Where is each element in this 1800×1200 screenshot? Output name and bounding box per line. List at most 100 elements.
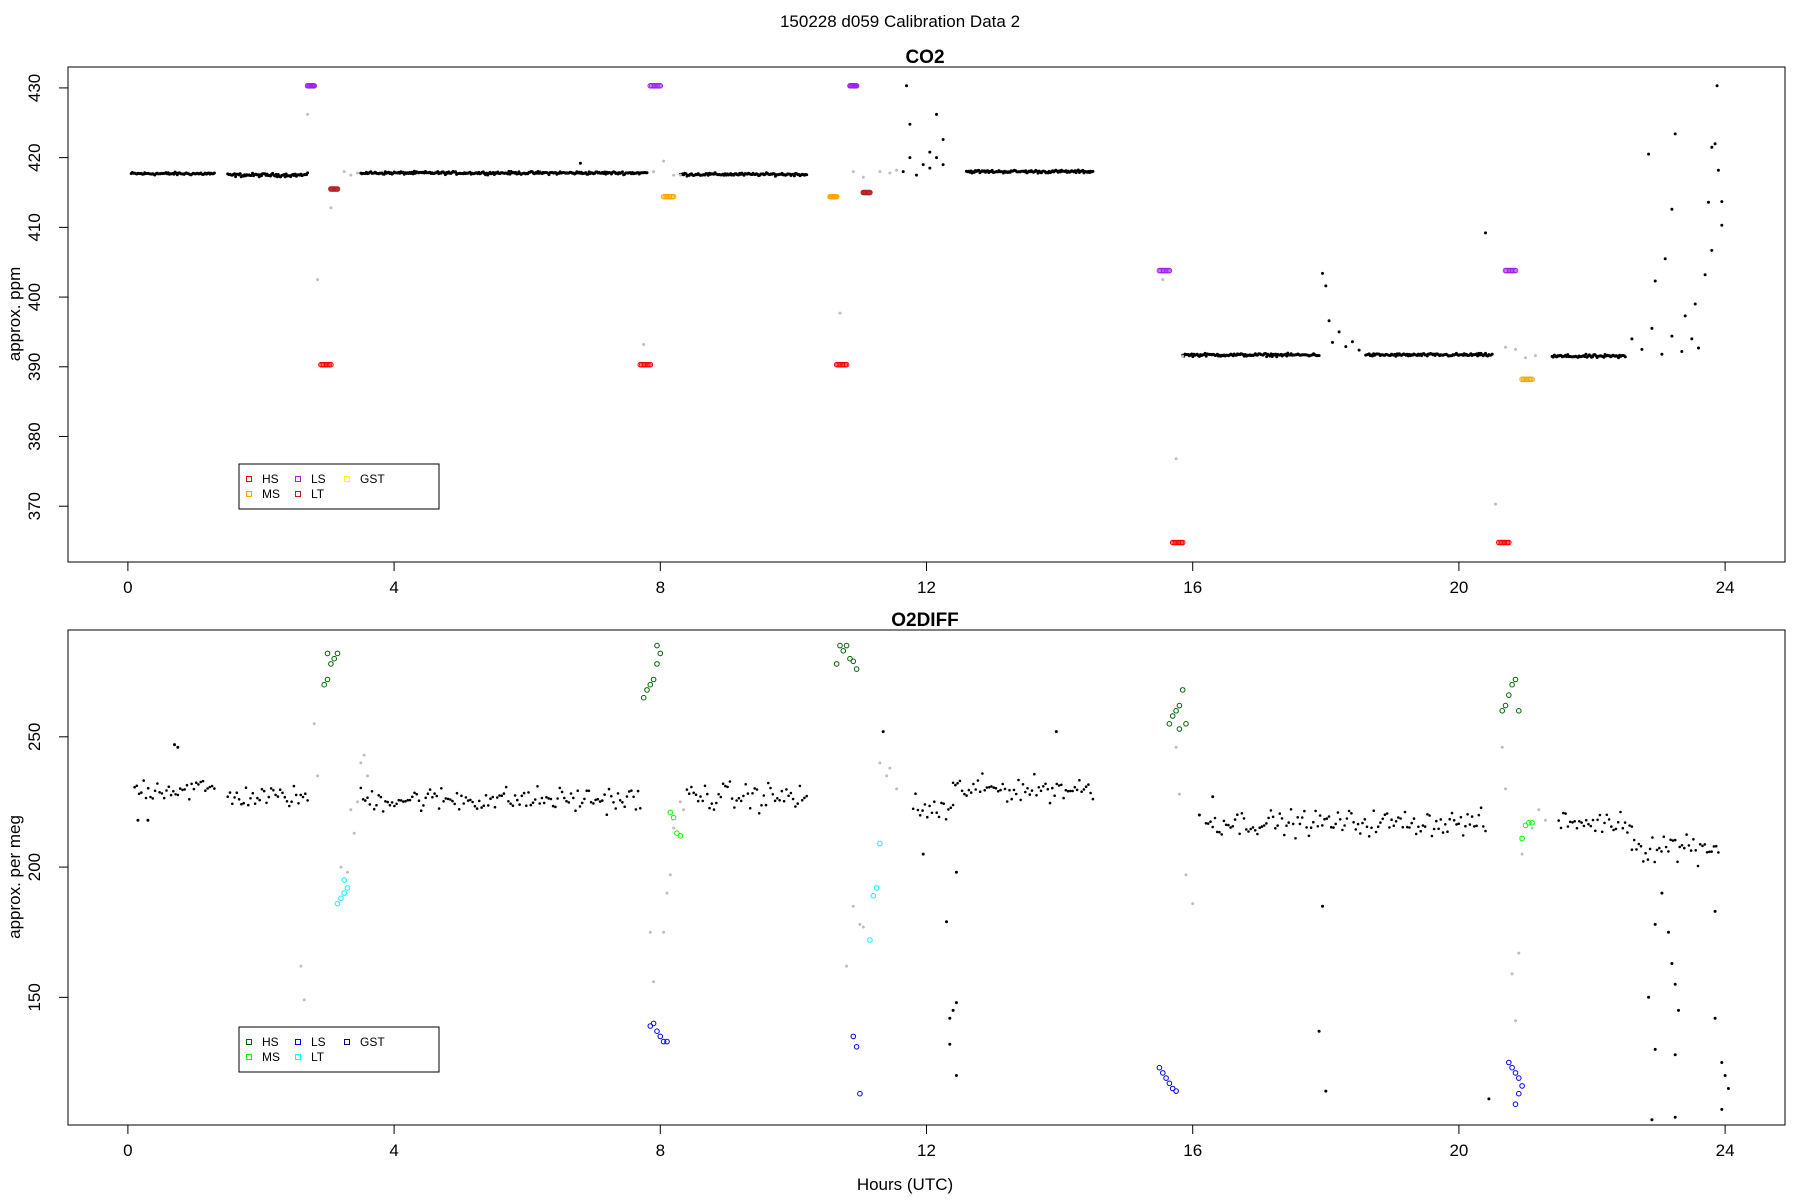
o2diff-sample-point [951, 803, 955, 807]
o2diff-sample-point [233, 796, 236, 799]
o2diff-sample-point [294, 793, 298, 797]
o2diff-sample-point [1274, 827, 1277, 830]
o2diff-sample-point [1647, 995, 1651, 999]
o2diff-sample-point [440, 787, 443, 790]
o2diff-sample-point [1051, 786, 1054, 790]
o2diff-sample-point [1044, 782, 1047, 786]
o2diff-sample-point [183, 788, 186, 791]
o2diff-sample-point [1669, 838, 1672, 842]
o2diff-cal-lt-point [334, 900, 341, 907]
o2diff-sample-point [789, 791, 793, 795]
o2diff-sample-point [1314, 809, 1317, 813]
o2diff-sample-point [297, 802, 300, 805]
o2diff-sample-point [1309, 826, 1313, 829]
co2-flush-point [356, 171, 359, 175]
co2-sample-point [1584, 352, 1588, 356]
o2diff-legend-label-hs: HS [262, 1035, 279, 1049]
o2diff-sample-point [1591, 818, 1595, 822]
o2diff-flush-point [652, 980, 656, 984]
o2diff-sample-point [1559, 826, 1563, 830]
o2diff-sample-point [755, 788, 759, 791]
o2diff-flush-point [1520, 852, 1524, 856]
o2diff-sample-point [1238, 832, 1241, 836]
co2-sample-point [1670, 334, 1674, 338]
o2diff-sample-point [623, 805, 626, 808]
co2-sample-point [1327, 319, 1331, 323]
o2diff-sample-point [992, 786, 995, 789]
o2diff-sample-point [1448, 817, 1451, 821]
co2-legend-label-gst: GST [360, 472, 385, 486]
o2diff-sample-point [240, 802, 243, 806]
co2-sample-point [1265, 355, 1269, 359]
o2diff-sample-point [399, 799, 403, 802]
co2-y-tick-label: 430 [25, 74, 44, 102]
o2diff-sample-point [1452, 819, 1456, 822]
o2diff-sample-point [1262, 824, 1266, 827]
o2diff-sample-point [1305, 826, 1308, 829]
o2diff-cal-ls-point [654, 1028, 660, 1034]
o2diff-sample-point [197, 783, 200, 786]
co2-sample-point [1583, 355, 1587, 359]
o2diff-sample-point [464, 796, 468, 799]
co2-legend-label-ms: MS [262, 487, 280, 501]
o2diff-sample-point [1021, 783, 1025, 786]
o2diff-sample-point [1289, 808, 1293, 811]
o2diff-sample-point [491, 795, 495, 799]
co2-flush-point [861, 175, 865, 179]
o2diff-sample-point [457, 808, 461, 811]
o2diff-sample-point [694, 793, 698, 796]
o2diff-sample-point [569, 792, 573, 795]
o2diff-flush-point [362, 753, 366, 757]
o2diff-sample-point [710, 802, 714, 805]
o2diff-sample-point [1412, 817, 1416, 820]
o2diff-sample-point [1222, 819, 1226, 823]
co2-sample-point [1190, 352, 1194, 356]
o2diff-sample-point [417, 799, 421, 802]
o2diff-flush-point [1177, 792, 1181, 796]
o2diff-sample-point [1689, 849, 1693, 852]
o2diff-sample-point [701, 799, 704, 803]
co2-legend-swatch-gst [344, 476, 350, 482]
o2diff-sample-point [511, 804, 515, 807]
o2diff-sample-point [137, 792, 141, 796]
o2diff-sample-point [247, 803, 250, 807]
o2diff-cal-lt-point [341, 890, 348, 896]
o2diff-sample-point [536, 785, 539, 788]
o2diff-x-tick-label: 0 [123, 1141, 132, 1160]
co2-cal-hs-point [1506, 539, 1512, 546]
o2diff-sample-point [549, 797, 553, 801]
o2diff-sample-point [160, 792, 164, 795]
o2diff-sample-point [156, 782, 159, 785]
o2diff-sample-point [525, 804, 528, 807]
o2diff-sample-point [985, 786, 989, 789]
o2diff-sample-point [451, 799, 454, 803]
o2diff-sample-point [1660, 850, 1663, 853]
co2-sample-point [1274, 352, 1277, 356]
co2-sample-point [1337, 330, 1341, 334]
co2-x-tick-label: 8 [656, 578, 665, 597]
o2diff-sample-point [258, 798, 262, 802]
o2diff-cal-hs-point [654, 642, 660, 649]
o2diff-flush-point [359, 761, 363, 765]
o2diff-cal-ls-point [1163, 1075, 1169, 1081]
o2diff-sample-point [1019, 798, 1022, 802]
o2diff-flush-point [346, 870, 349, 874]
o2diff-sample-point [1653, 922, 1657, 926]
o2diff-sample-point [963, 792, 966, 796]
o2diff-sample-point [782, 799, 786, 803]
co2-flush-point [672, 173, 676, 177]
o2diff-sample-point [201, 779, 205, 783]
o2diff-cal-ls-point [657, 1033, 664, 1040]
o2diff-cal-hs-point [840, 648, 847, 654]
o2diff-sample-point [1278, 812, 1282, 815]
co2-sample-point [1713, 142, 1717, 146]
co2-sample-point [1703, 273, 1707, 277]
o2diff-sample-point [1401, 825, 1405, 829]
o2diff-sample-point [1271, 815, 1275, 819]
o2diff-cal-hs-point [324, 676, 331, 683]
o2diff-sample-point [1361, 821, 1364, 825]
o2diff-cal-hs-point [833, 661, 840, 667]
o2diff-sample-point [1220, 833, 1223, 836]
o2diff-sample-point [1057, 784, 1061, 787]
